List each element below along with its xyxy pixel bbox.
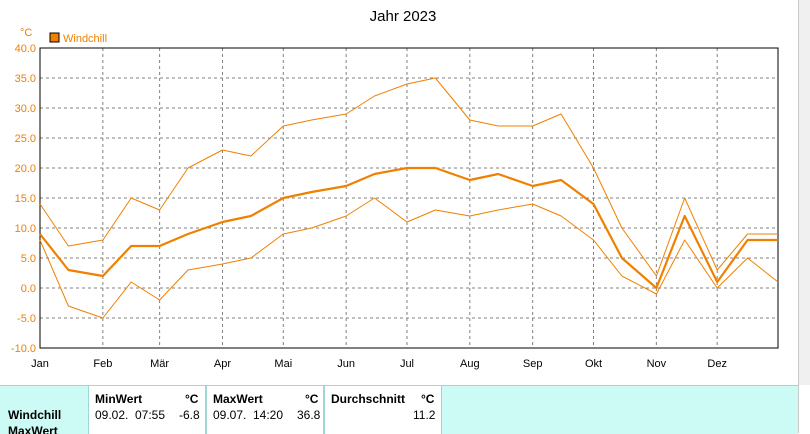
legend-swatch-windchill	[49, 32, 60, 43]
stats-min-header: MinWert	[95, 392, 143, 406]
series-line-average	[39, 166, 778, 290]
stats-min-cell: MinWert °C 09.02. 07:55 -6.8	[88, 386, 206, 434]
stats-avg-cell: Durchschnitt °C 11.2	[324, 386, 442, 434]
y-tick-label: 35.0	[15, 73, 36, 85]
x-tick-label: Mai	[274, 358, 292, 370]
legend-label-windchill: Windchill	[63, 33, 107, 45]
x-tick-label: Aug	[460, 358, 480, 370]
y-tick-label: 10.0	[15, 223, 36, 235]
stats-min-value: -6.8	[179, 408, 200, 422]
y-tick-label: 0.0	[21, 283, 36, 295]
stats-row-label-maxwert: MaxWert	[8, 424, 58, 434]
stats-avg-value: 11.2	[413, 408, 436, 422]
stats-panel-edge	[798, 385, 810, 433]
y-tick-label: -10.0	[11, 343, 36, 355]
chart-title: Jahr 2023	[370, 8, 437, 25]
stats-max-time: 14:20	[253, 408, 284, 422]
series-line-min	[39, 197, 779, 319]
stats-panel: Windchill MaxWert MinWert °C 09.02. 07:5…	[0, 385, 798, 434]
x-tick-label: Feb	[93, 358, 112, 370]
x-tick-label: Okt	[585, 358, 602, 370]
x-tick-label: Apr	[214, 358, 231, 370]
x-tick-label: Mär	[150, 358, 169, 370]
y-tick-label: 30.0	[15, 103, 36, 115]
y-tick-label: 40.0	[15, 43, 36, 55]
stats-min-time: 07:55	[135, 408, 166, 422]
stats-max-date: 09.07.	[213, 408, 247, 422]
stats-min-date: 09.02.	[95, 408, 129, 422]
x-tick-label: Nov	[647, 358, 667, 370]
stats-min-unit: °C	[185, 392, 199, 406]
y-tick-label: 5.0	[21, 253, 36, 265]
windchill-chart: -10.0 -5.0 0.0 5.0 10.0 15.0 20.0 25.0 30.0 35.0 4…	[11, 8, 779, 370]
x-tick-label: Dez	[707, 358, 727, 370]
plot-frame	[39, 47, 779, 349]
stats-avg-unit: °C	[421, 392, 435, 406]
x-tick-label: Jan	[31, 358, 49, 370]
stats-max-header: MaxWert	[213, 392, 263, 406]
x-tick-label: Sep	[523, 358, 543, 370]
x-tick-label: Jul	[400, 358, 414, 370]
side-panel-edge	[798, 0, 810, 385]
stats-row-label-windchill: Windchill	[8, 408, 62, 422]
stats-max-cell: MaxWert °C 09.07. 14:20 36.8	[206, 386, 324, 434]
y-tick-label: 20.0	[15, 163, 36, 175]
stats-avg-header: Durchschnitt	[331, 392, 406, 406]
y-tick-label: 25.0	[15, 133, 36, 145]
stats-max-unit: °C	[305, 392, 319, 406]
series-line-max	[39, 77, 778, 277]
stats-max-value: 36.8	[297, 408, 321, 422]
y-tick-label: 15.0	[15, 193, 36, 205]
y-axis-unit: °C	[20, 27, 32, 39]
x-tick-label: Jun	[337, 358, 355, 370]
y-tick-label: -5.0	[17, 313, 36, 325]
chart-area: -10.0 -5.0 0.0 5.0 10.0 15.0 20.0 25.0 30.0 35.0 4…	[11, 8, 779, 370]
